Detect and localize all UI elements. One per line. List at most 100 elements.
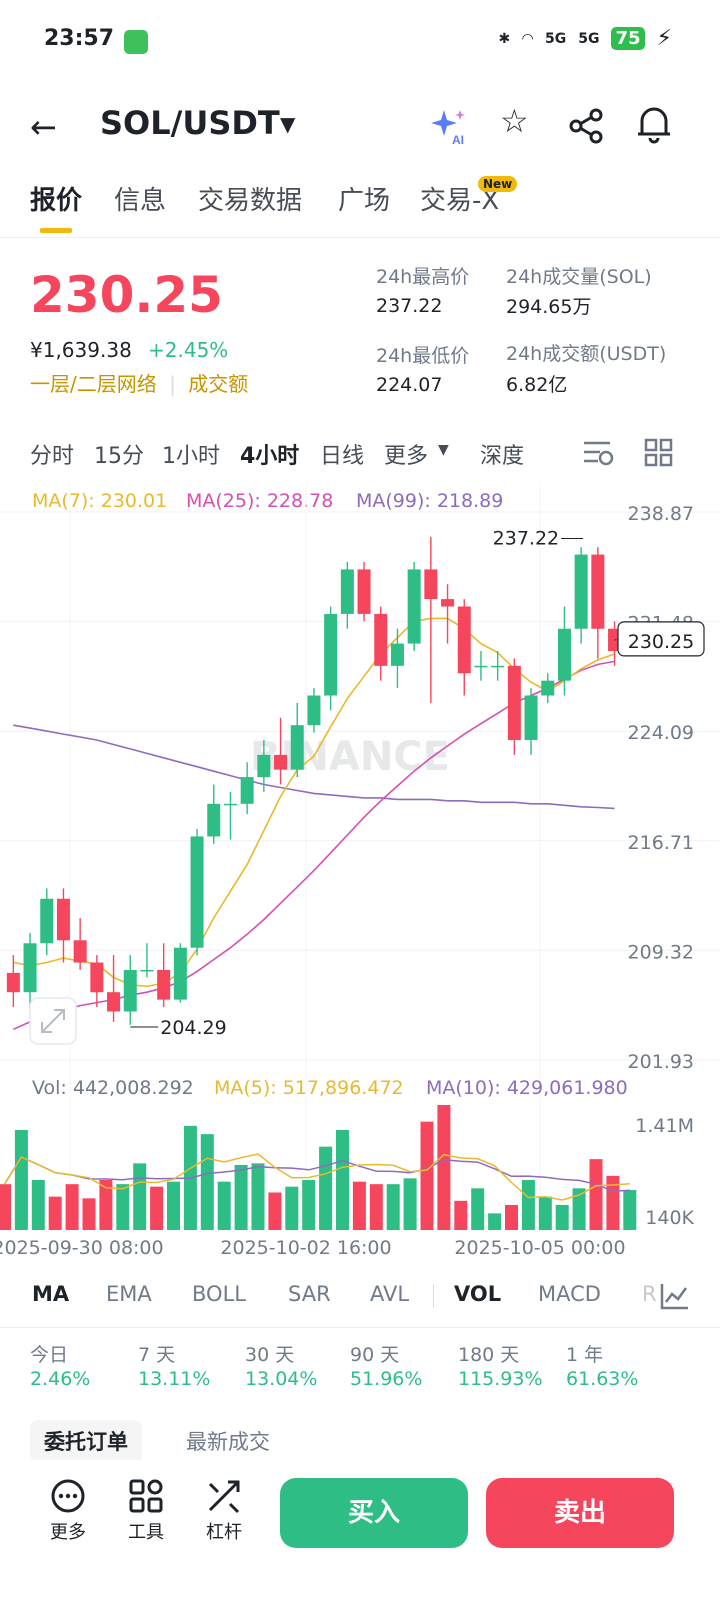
candlestick-chart[interactable]: 238.87231.48224.09216.71209.32201.93BINA… [0,482,720,1262]
candle-body [23,943,37,993]
volume-bar [99,1180,113,1230]
perf-label: 180 天 [458,1344,520,1366]
candle-body [457,606,471,674]
volume-bar [268,1192,282,1230]
tab-trade-data[interactable]: 交易数据 [198,186,303,216]
tag-volume[interactable]: 成交额 [188,372,249,396]
ma99-legend: MA(99): 218.89 [356,490,504,512]
chart-settings-icon[interactable] [582,438,614,468]
stat-high-label: 24h最高价 [376,266,470,288]
candle-body [407,569,421,644]
volume-bar [82,1198,96,1230]
stat-amt-label: 24h成交额(USDT) [506,343,667,365]
volume-bar [352,1181,366,1230]
stat-high: 237.22 [376,295,443,317]
volume-bar [302,1180,316,1230]
interval-4h[interactable]: 4小时 [240,444,300,469]
indicator-ma[interactable]: MA [32,1282,70,1306]
interval-more[interactable]: 更多 [384,444,429,469]
indicator-settings-icon[interactable] [660,1282,690,1310]
tag-layer[interactable]: 一层/二层网络 [30,372,157,396]
interval-1d[interactable]: 日线 [320,444,365,469]
candle-body [123,969,137,1012]
volume-bar [505,1205,518,1230]
stat-amt: 6.82亿 [506,374,568,396]
volume-bar [65,1184,79,1230]
indicator-rsi[interactable]: R [642,1282,657,1306]
x-tick-label: 2025-10-02 16:00 [220,1237,391,1259]
candle-body [324,613,338,696]
tools-button[interactable]: 工具 [116,1478,176,1544]
tab-quote[interactable]: 报价 [30,186,83,216]
indicator-boll[interactable]: BOLL [192,1282,246,1306]
candle-body [491,665,505,668]
more-button[interactable]: 更多 [38,1478,98,1544]
volume-bar [319,1146,333,1230]
tab-square[interactable]: 广场 [338,186,391,216]
vol-ma10-line [3,1156,630,1193]
tools-label: 工具 [128,1522,164,1543]
main-tabs: 报价 信息 交易数据 广场 交易-X New [0,176,720,238]
y-tick-label: 201.93 [628,1051,694,1073]
candle-body [424,569,438,600]
stat-vol-label: 24h成交量(SOL) [506,266,652,288]
expand-arrows [41,1009,65,1033]
signal-icon: 5G [545,30,567,47]
clock: 23:57 [44,26,115,51]
svg-text:AI: AI [452,133,464,146]
candle-body [157,969,171,1000]
candle-body [240,777,254,804]
app-notification-icon [124,30,148,54]
volume-bar [133,1163,147,1230]
x-tick-label: 2025-10-05 00:00 [454,1237,625,1259]
volume-bar [251,1163,265,1230]
tab-info[interactable]: 信息 [114,186,167,216]
sell-button[interactable]: 卖出 [486,1478,674,1548]
volume-bar [0,1184,11,1230]
vol-ma10-legend: MA(10): 429,061.980 [426,1077,628,1099]
perf-value: 51.96% [350,1368,423,1390]
interval-1h[interactable]: 1小时 [162,444,220,469]
x-tick-label: 2025-09-30 08:00 [0,1237,164,1259]
new-badge: New [478,176,518,192]
candle-body [257,754,271,778]
interval-timeline[interactable]: 分时 [30,444,75,469]
more-caret-icon[interactable]: ▼ [438,442,449,458]
candle-body [173,947,187,1000]
volume-bar [200,1134,214,1230]
share-icon[interactable] [568,108,604,144]
tab-entrust-orders[interactable]: 委托订单 [30,1420,142,1462]
interval-depth[interactable]: 深度 [480,444,525,469]
perf-value: 13.11% [138,1368,211,1390]
buy-button[interactable]: 买入 [280,1478,468,1548]
layout-grid-icon[interactable] [644,438,674,468]
last-price: 230.25 [30,266,223,324]
candle-body [374,613,388,666]
candle-body [574,554,588,629]
pair-title[interactable]: SOL/USDT [100,104,280,142]
back-arrow-icon[interactable]: ← [30,108,57,146]
ai-sparkle-icon[interactable]: AI [430,106,472,146]
indicator-sar[interactable]: SAR [288,1282,331,1306]
indicator-macd[interactable]: MACD [538,1282,601,1306]
candle-body [340,569,354,614]
volume-bar [488,1213,502,1230]
perf-label: 1 年 [566,1344,604,1366]
candle-body [390,643,404,666]
indicator-ema[interactable]: EMA [106,1282,152,1306]
candle-body [140,969,154,972]
star-icon[interactable]: ☆ [500,102,529,140]
interval-15m[interactable]: 15分 [94,444,144,469]
bell-icon[interactable] [636,104,672,144]
tab-latest-trades[interactable]: 最新成交 [186,1430,270,1454]
candle-body [524,695,538,741]
chevron-down-icon[interactable]: ▼ [280,112,296,136]
leverage-button[interactable]: 杠杆 [194,1478,254,1544]
wifi-icon: ◠ [522,30,534,47]
candle-body [307,695,321,726]
stat-low: 224.07 [376,374,443,396]
leverage-icon [208,1480,240,1514]
indicator-vol[interactable]: VOL [454,1282,502,1306]
perf-value: 13.04% [245,1368,318,1390]
indicator-avl[interactable]: AVL [370,1282,410,1306]
